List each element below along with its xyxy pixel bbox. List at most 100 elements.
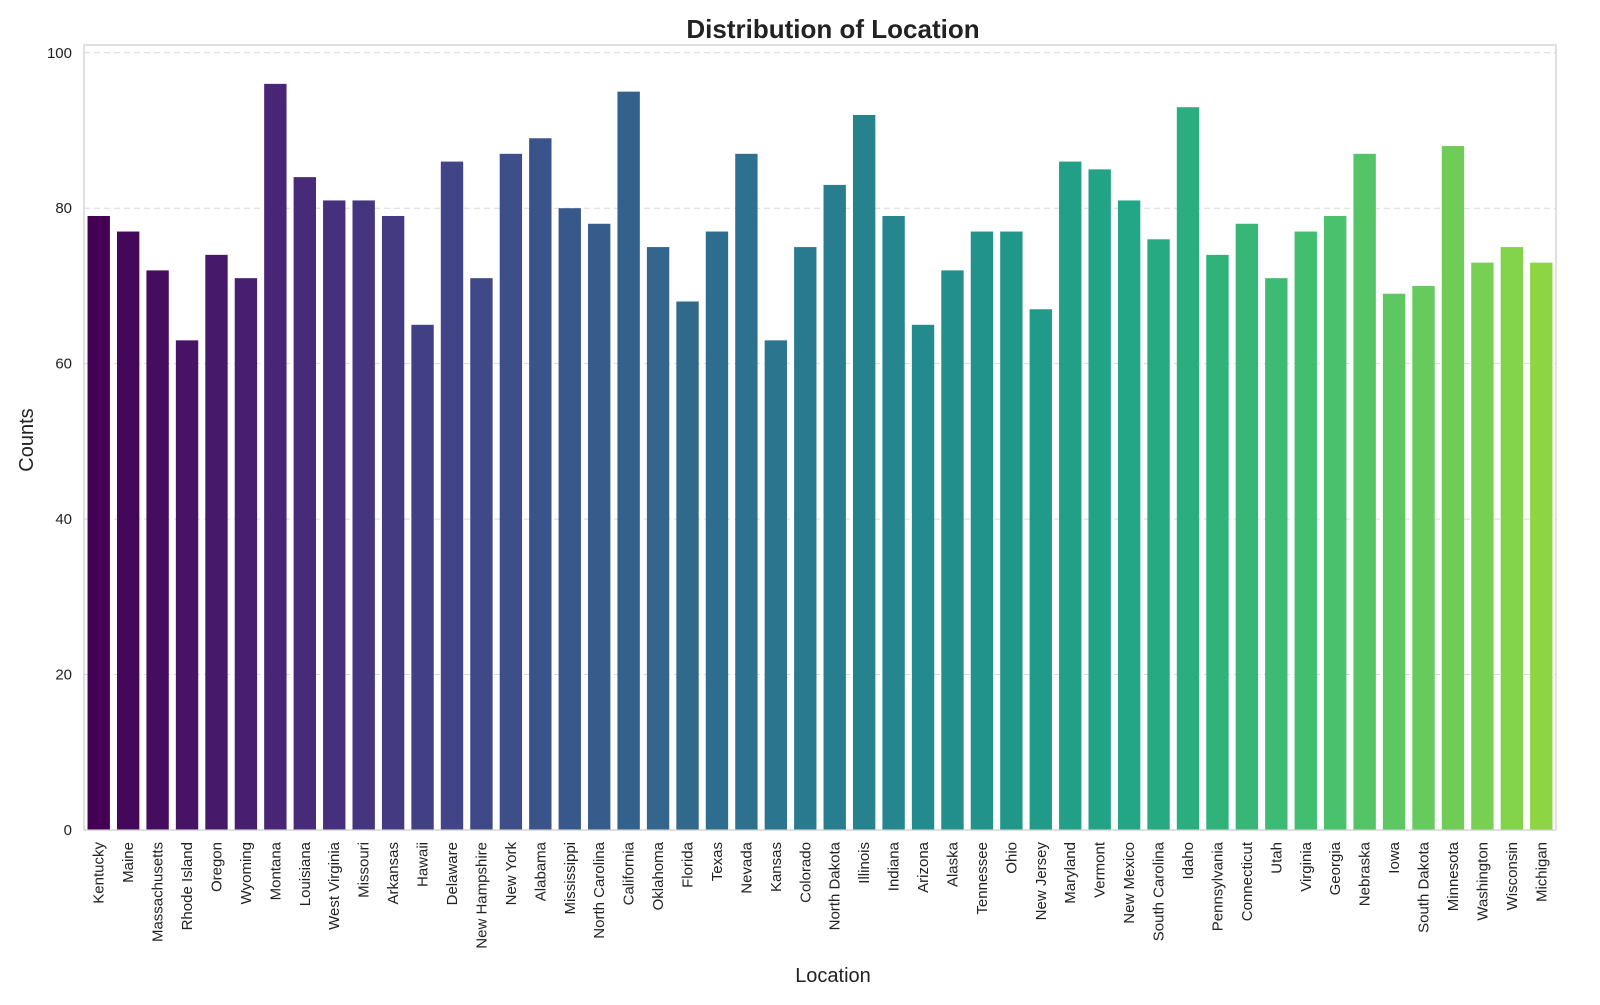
- bar-california: [617, 91, 640, 830]
- x-tick-label: Delaware: [444, 842, 461, 905]
- y-tick-label: 100: [47, 45, 72, 62]
- bar-new-jersey: [1029, 309, 1052, 830]
- bar-delaware: [440, 161, 464, 830]
- y-axis-ticks: 0 20 40 60 80 100: [47, 45, 72, 839]
- bar-maine: [116, 231, 140, 830]
- x-tick-label: Illinois: [856, 842, 873, 884]
- x-tick-label: Wyoming: [238, 842, 255, 904]
- bar-south-dakota: [1412, 285, 1435, 831]
- x-tick-label: Alaska: [944, 841, 961, 887]
- x-tick-label: Mississippi: [562, 842, 579, 915]
- y-tick-label: 60: [55, 356, 72, 373]
- bar-michigan: [1530, 262, 1553, 830]
- x-tick-label: Kentucky: [91, 842, 108, 904]
- x-tick-label: Maryland: [1062, 842, 1079, 904]
- bar-tennessee: [970, 231, 994, 830]
- bar-new-hampshire: [470, 278, 493, 830]
- bar-florida: [676, 301, 699, 831]
- x-tick-label: Michigan: [1533, 842, 1550, 902]
- bar-arizona: [911, 324, 935, 830]
- x-tick-label: New Mexico: [1121, 842, 1138, 924]
- x-tick-label: Virginia: [1298, 841, 1315, 891]
- chart-title: Distribution of Location: [686, 14, 979, 44]
- bar-ohio: [1000, 231, 1023, 830]
- bar-kansas: [764, 340, 788, 830]
- x-tick-label: Louisiana: [297, 841, 314, 906]
- bar-iowa: [1382, 293, 1406, 830]
- x-tick-label: North Dakota: [827, 841, 844, 930]
- x-tick-label: Oregon: [208, 842, 225, 892]
- bar-maryland: [1059, 161, 1082, 830]
- x-tick-label: South Dakota: [1416, 841, 1433, 933]
- x-tick-label: Tennessee: [974, 842, 991, 915]
- bar-pennsylvania: [1206, 254, 1229, 830]
- bar-nevada: [735, 153, 758, 830]
- x-tick-label: Wisconsin: [1504, 842, 1521, 910]
- x-tick-label: Iowa: [1386, 841, 1403, 873]
- bar-north-dakota: [823, 184, 846, 830]
- bar-arkansas: [381, 215, 405, 830]
- x-tick-label: Nebraska: [1357, 841, 1374, 906]
- bar-colorado: [794, 247, 817, 830]
- x-tick-label: Rhode Island: [179, 842, 196, 930]
- x-tick-label: Missouri: [356, 842, 373, 898]
- y-tick-label: 0: [64, 822, 72, 839]
- x-tick-label: North Carolina: [591, 841, 608, 938]
- x-tick-label: Hawaii: [415, 842, 432, 887]
- bar-nebraska: [1353, 153, 1376, 830]
- x-tick-label: Kansas: [768, 842, 785, 892]
- bar-virginia: [1294, 231, 1317, 830]
- bar-illinois: [852, 114, 876, 830]
- x-tick-label: Utah: [1268, 842, 1285, 874]
- x-tick-label: Nevada: [738, 841, 755, 893]
- bar-wisconsin: [1500, 247, 1524, 830]
- x-tick-label: New York: [503, 842, 520, 906]
- bar-new-york: [499, 153, 523, 830]
- x-tick-label: South Carolina: [1151, 841, 1168, 941]
- bar-vermont: [1088, 169, 1111, 830]
- bar-connecticut: [1235, 223, 1259, 830]
- y-tick-label: 80: [55, 200, 72, 217]
- bar-hawaii: [411, 324, 434, 830]
- bar-wyoming: [234, 278, 258, 830]
- x-tick-label: Minnesota: [1445, 841, 1462, 911]
- x-tick-label: California: [621, 841, 638, 905]
- bar-montana: [264, 83, 287, 830]
- bars: [87, 83, 1553, 831]
- x-tick-label: Montana: [267, 841, 284, 900]
- x-tick-label: Texas: [709, 842, 726, 881]
- y-tick-label: 40: [55, 511, 72, 528]
- plot-frame: [83, 44, 1557, 831]
- bar-oregon: [205, 254, 228, 830]
- bar-utah: [1265, 278, 1288, 830]
- bar-new-mexico: [1117, 200, 1141, 830]
- x-tick-label: Arkansas: [385, 842, 402, 905]
- x-tick-label: Vermont: [1092, 841, 1109, 898]
- x-tick-label: New Hampshire: [473, 842, 490, 949]
- bar-west-virginia: [323, 200, 346, 830]
- bar-oklahoma: [646, 247, 670, 830]
- bar-minnesota: [1441, 146, 1465, 830]
- x-tick-label: Colorado: [797, 842, 814, 903]
- x-tick-label: Alabama: [532, 841, 549, 901]
- x-tick-label: Arizona: [915, 841, 932, 893]
- bar-mississippi: [558, 208, 581, 830]
- bar-rhode-island: [175, 340, 199, 830]
- y-tick-label: 20: [55, 667, 72, 684]
- bar-north-carolina: [588, 223, 611, 830]
- bar-massachusetts: [146, 270, 169, 831]
- bar-idaho: [1176, 107, 1200, 830]
- x-tick-label: Oklahoma: [650, 841, 667, 910]
- x-tick-label: Idaho: [1180, 842, 1197, 880]
- bar-washington: [1471, 262, 1494, 830]
- x-tick-label: Connecticut: [1239, 841, 1256, 921]
- x-tick-label: New Jersey: [1033, 842, 1050, 921]
- x-tick-label: Ohio: [1003, 842, 1020, 874]
- bar-alabama: [529, 138, 552, 830]
- x-tick-label: West Virginia: [326, 841, 343, 929]
- x-tick-label: Pennsylvania: [1209, 841, 1226, 931]
- x-tick-label: Massachusetts: [150, 842, 167, 942]
- bar-louisiana: [293, 177, 316, 830]
